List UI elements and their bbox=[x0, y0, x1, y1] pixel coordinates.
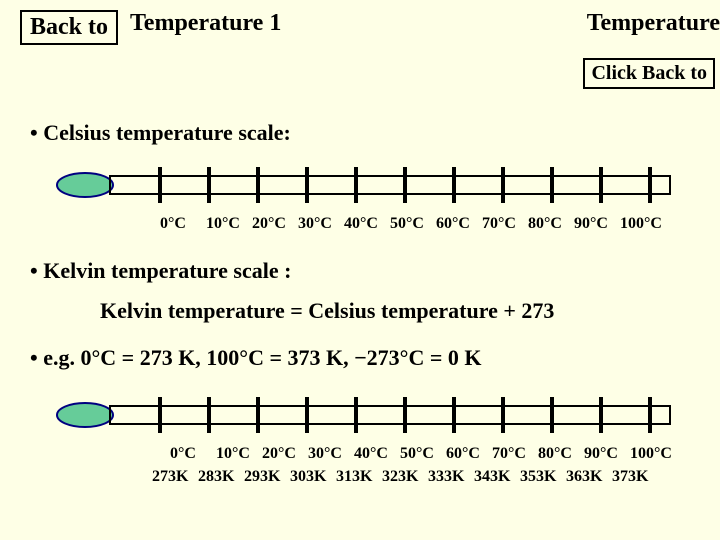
scale-label: 70°C bbox=[492, 445, 538, 463]
scale-label: 80°C bbox=[528, 215, 574, 233]
scale-label: 100°C bbox=[620, 215, 666, 233]
scale-label: 30°C bbox=[298, 215, 344, 233]
scale-label: 0°C bbox=[160, 215, 206, 233]
scale-label: 40°C bbox=[344, 215, 390, 233]
scale-label: 90°C bbox=[584, 445, 630, 463]
scale-label: 10°C bbox=[216, 445, 262, 463]
scale-label: 343K bbox=[474, 468, 520, 486]
scale-label: 50°C bbox=[390, 215, 436, 233]
tube bbox=[110, 176, 670, 194]
scale-label: 293K bbox=[244, 468, 290, 486]
thermometer-kelvin bbox=[50, 390, 690, 440]
scale-label: 353K bbox=[520, 468, 566, 486]
scale-label: 363K bbox=[566, 468, 612, 486]
scale-label: 303K bbox=[290, 468, 336, 486]
scale-label: 60°C bbox=[446, 445, 492, 463]
scale-label: 80°C bbox=[538, 445, 584, 463]
scale-label: 30°C bbox=[308, 445, 354, 463]
thermometer-celsius bbox=[50, 160, 690, 210]
scale-label: 333K bbox=[428, 468, 474, 486]
ticks bbox=[160, 397, 650, 433]
page-title: Temperature 1 bbox=[130, 10, 281, 37]
scale-label: 70°C bbox=[482, 215, 528, 233]
scale-label: 323K bbox=[382, 468, 428, 486]
bullet-celsius: • Celsius temperature scale: bbox=[30, 120, 291, 146]
scale-label: 373K bbox=[612, 468, 658, 486]
scale-label: 0°C bbox=[170, 445, 216, 463]
scale-label: 100°C bbox=[630, 445, 676, 463]
kelvin-formula: Kelvin temperature = Celsius temperature… bbox=[100, 298, 554, 324]
scale-label: 20°C bbox=[252, 215, 298, 233]
ticks bbox=[160, 167, 650, 203]
scale-label: 283K bbox=[198, 468, 244, 486]
scale-label: 20°C bbox=[262, 445, 308, 463]
click-back-button[interactable]: Click Back to bbox=[583, 58, 715, 89]
title-right: Temperature bbox=[587, 10, 720, 37]
scale-label: 10°C bbox=[206, 215, 252, 233]
celsius-scale-labels-2: 0°C10°C20°C30°C40°C50°C60°C70°C80°C90°C1… bbox=[170, 445, 676, 463]
bullet-example: • e.g. 0°C = 273 K, 100°C = 373 K, −273°… bbox=[30, 345, 482, 371]
scale-label: 273K bbox=[152, 468, 198, 486]
scale-label: 90°C bbox=[574, 215, 620, 233]
scale-label: 60°C bbox=[436, 215, 482, 233]
scale-label: 40°C bbox=[354, 445, 400, 463]
bulb-icon bbox=[57, 173, 113, 197]
back-button[interactable]: Back to bbox=[20, 10, 118, 45]
kelvin-scale-labels: 273K283K293K303K313K323K333K343K353K363K… bbox=[152, 468, 658, 486]
thermometer-svg bbox=[50, 160, 690, 210]
bullet-kelvin: • Kelvin temperature scale : bbox=[30, 258, 291, 284]
tube bbox=[110, 406, 670, 424]
celsius-scale-labels: 0°C10°C20°C30°C40°C50°C60°C70°C80°C90°C1… bbox=[160, 215, 666, 233]
scale-label: 313K bbox=[336, 468, 382, 486]
scale-label: 50°C bbox=[400, 445, 446, 463]
thermometer-svg bbox=[50, 390, 690, 440]
bulb-icon bbox=[57, 403, 113, 427]
